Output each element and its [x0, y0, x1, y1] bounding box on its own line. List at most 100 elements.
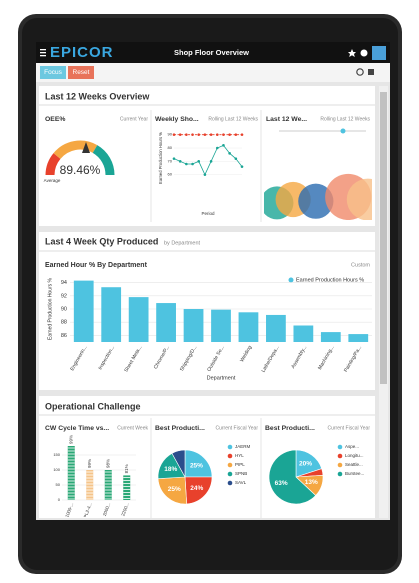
bar — [293, 325, 314, 342]
pie-slice — [171, 449, 186, 478]
x-tick-label: 2000... — [102, 502, 111, 517]
line-point — [197, 160, 201, 163]
line-point — [185, 162, 188, 166]
user-icon[interactable] — [372, 46, 386, 60]
legend-label: Aspe... — [345, 444, 359, 449]
x-axis-label: Department — [207, 375, 236, 381]
favorite-icon[interactable] — [348, 49, 356, 57]
line-point — [222, 144, 225, 147]
line-point — [197, 133, 201, 136]
chart-title: Earned Hour % By Department — [45, 262, 148, 269]
x-tick-label: PL2-4... — [83, 502, 93, 519]
legend-swatch — [337, 471, 343, 477]
legend-label: JAERM — [235, 444, 251, 449]
page-title: Shop Floor Overview — [174, 48, 249, 57]
card-subtitle: Current Fiscal Year — [327, 425, 370, 431]
card-title: Last 12 We... — [266, 116, 307, 123]
layout-icon[interactable] — [368, 69, 374, 75]
toolbar — [36, 63, 390, 82]
pie-slice — [268, 449, 317, 505]
pie-slice — [157, 476, 188, 505]
card-title: Weekly Sho... — [155, 116, 199, 123]
slice-label: 25% — [168, 486, 181, 493]
pie-slice — [184, 476, 213, 505]
scroll-thumb[interactable] — [380, 92, 387, 384]
legend-swatch — [227, 462, 233, 468]
reset-label[interactable]: Reset — [73, 69, 90, 76]
y-tick-label: 90 — [168, 132, 173, 137]
y-tick-label: 88 — [61, 320, 67, 326]
y-axis-label: Earned Production Hours % — [158, 132, 163, 184]
bar — [156, 303, 176, 342]
y-tick-label: 150 — [53, 452, 60, 457]
slice-label: 25% — [190, 462, 203, 469]
bar — [67, 446, 75, 500]
cycle-plot: 1000-... PL2-4... 2000... 2200... — [64, 502, 129, 519]
card-title: CW Cycle Time vs... — [45, 425, 109, 432]
line-point — [191, 162, 194, 166]
card-subtitle: Current Fiscal Year — [215, 425, 258, 431]
legend-label: PIPL — [235, 462, 245, 467]
header-bar — [36, 42, 390, 63]
bubble — [346, 178, 372, 220]
card-title: Best Producti... — [155, 425, 205, 432]
legend-swatch — [337, 444, 343, 450]
bar — [266, 314, 286, 342]
reset-button[interactable] — [68, 66, 94, 79]
x-tick-label: 1000-... — [64, 502, 74, 518]
legend-label: HYL — [235, 453, 244, 458]
line-point — [215, 133, 219, 136]
y-tick-label: 92 — [61, 293, 67, 299]
y-axis-label: Earned Production Hours % — [47, 277, 53, 340]
x-axis-label: Period — [201, 211, 215, 216]
line-point — [172, 157, 176, 160]
legend-swatch — [288, 277, 294, 283]
line-point — [228, 133, 231, 136]
slice-label: 63% — [275, 480, 288, 487]
gauge-band — [53, 140, 98, 160]
bar-label: 99% — [87, 459, 92, 468]
bar — [211, 309, 231, 342]
bar-label: 98% — [105, 459, 110, 468]
y-tick-label: 100 — [53, 467, 60, 472]
slice-label: 13% — [305, 479, 318, 486]
pie-slice — [184, 449, 213, 478]
bar — [320, 332, 341, 342]
legend-label: Earned Production Hours % — [296, 277, 364, 283]
bar — [238, 312, 259, 342]
line-point — [209, 133, 213, 136]
bar — [123, 475, 131, 500]
bar — [104, 470, 112, 500]
x-tick-label: 2200... — [120, 502, 129, 517]
y-tick-label: 70 — [168, 158, 173, 163]
line-point — [203, 173, 207, 176]
gauge-band — [92, 145, 115, 176]
focus-label[interactable]: Focus — [44, 69, 62, 76]
line-point — [172, 133, 176, 136]
section-subtitle: by Department — [164, 240, 201, 246]
y-tick-label: 94 — [61, 280, 67, 286]
brand: EPICOR — [50, 44, 114, 61]
bar — [348, 334, 369, 342]
menu-icon[interactable] — [40, 49, 46, 57]
legend-label: Seattle... — [345, 462, 363, 467]
legend-swatch — [227, 444, 233, 450]
legend-label: SPNB — [235, 471, 247, 476]
section-title: Operational Challenge — [45, 401, 141, 411]
legend-label: Longitu... — [345, 453, 364, 458]
help-icon[interactable] — [360, 49, 368, 57]
card-subtitle: Current Year — [120, 116, 148, 122]
chart-subtitle: Custom — [351, 262, 370, 268]
legend-swatch — [227, 480, 233, 486]
range-handle[interactable] — [340, 128, 346, 134]
slice-label: 20% — [299, 461, 312, 468]
y-tick-label: 50 — [56, 482, 61, 487]
line-point — [222, 133, 225, 136]
focus-button[interactable] — [40, 66, 66, 79]
legend-label: Burstee... — [345, 471, 364, 476]
refresh-icon[interactable] — [356, 68, 364, 76]
bar — [86, 470, 94, 500]
slice-label: 18% — [164, 466, 177, 473]
